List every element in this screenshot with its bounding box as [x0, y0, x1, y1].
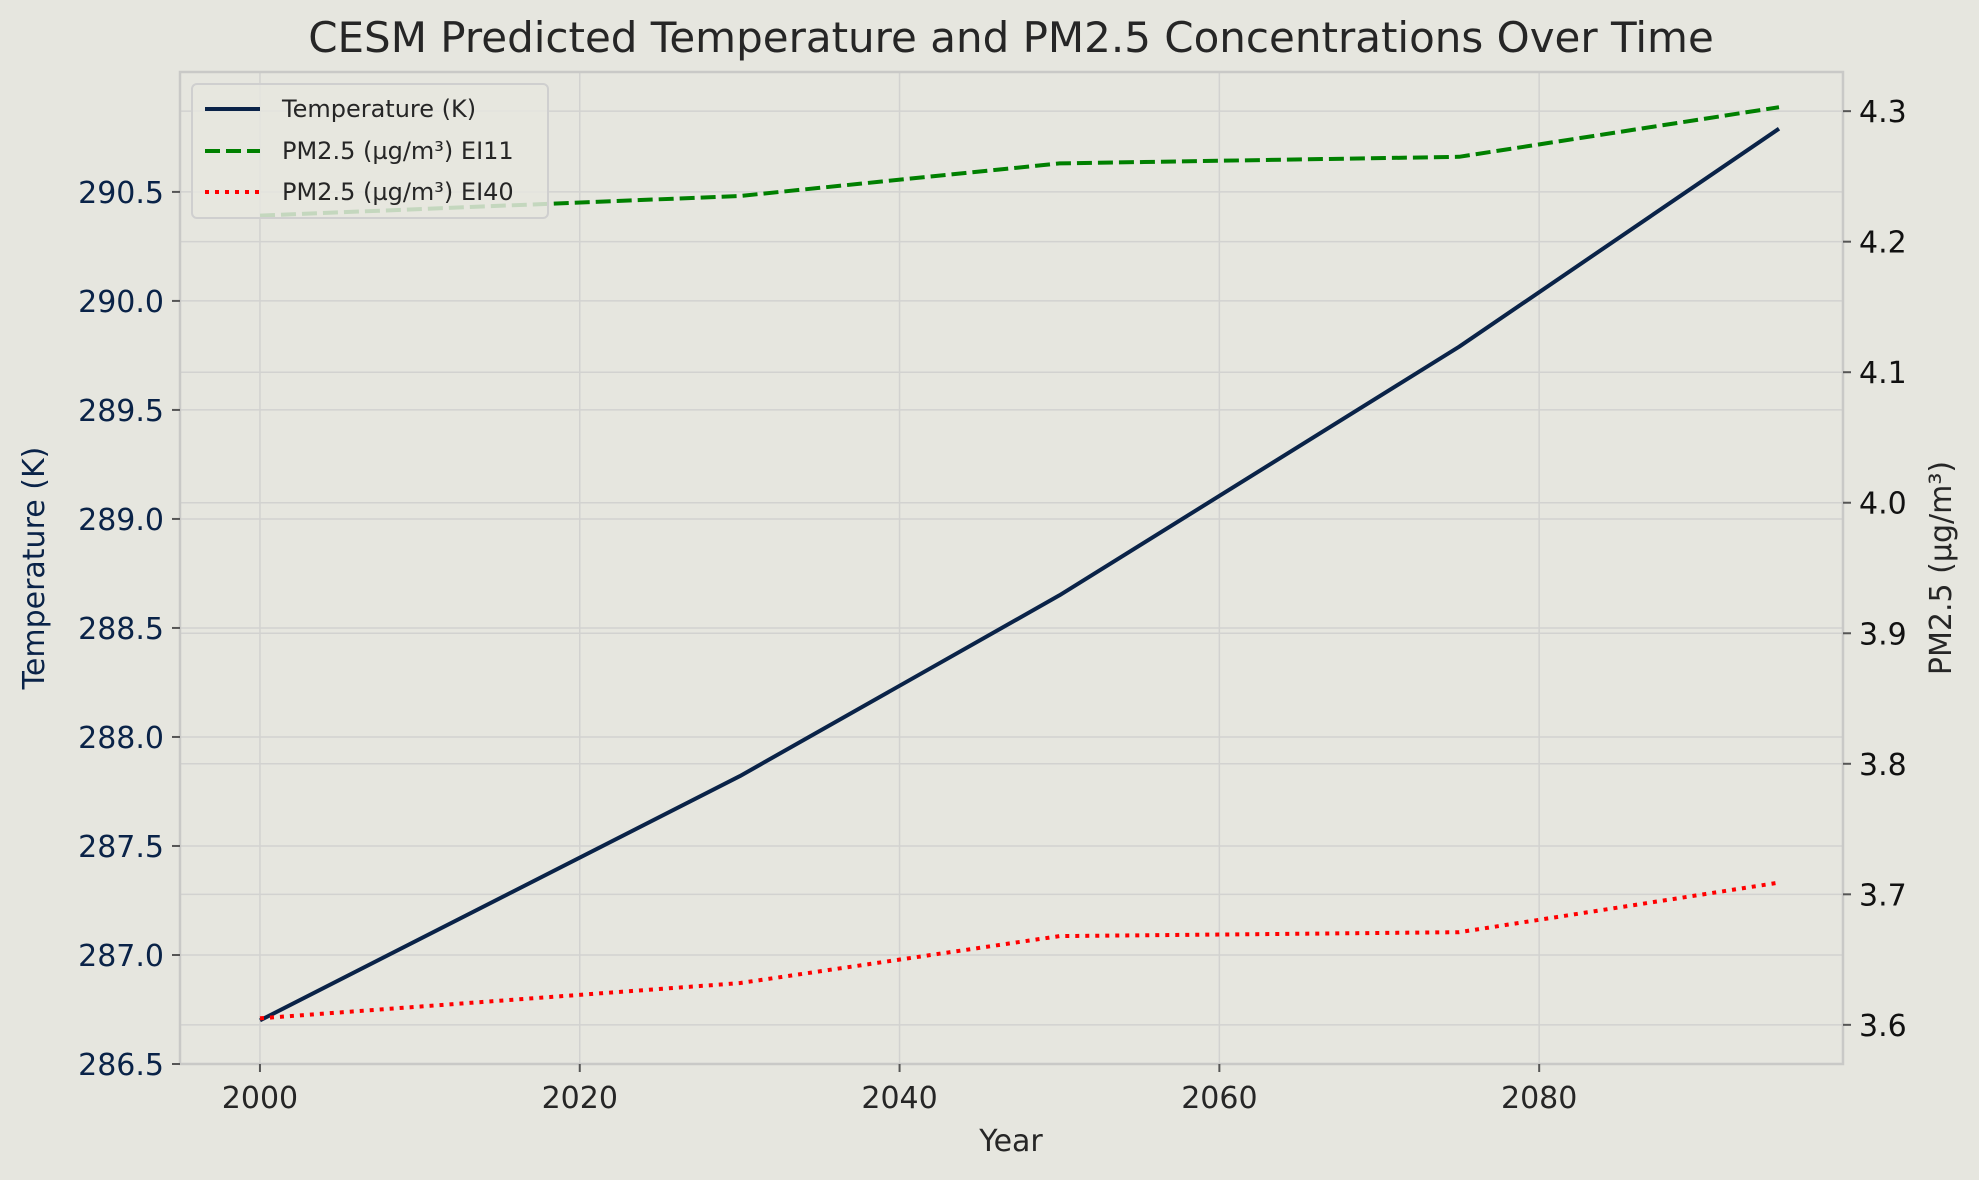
right-y-tick-label: 4.0 — [1859, 487, 1907, 522]
left-y-tick-label: 290.0 — [78, 285, 164, 320]
chart-title: CESM Predicted Temperature and PM2.5 Con… — [308, 13, 1714, 62]
series-line-1 — [259, 105, 1780, 218]
left-y-tick-label: 289.5 — [78, 394, 164, 429]
right-y-tick-label: 3.8 — [1859, 748, 1907, 783]
series — [259, 105, 1781, 1023]
tick-labels: 2000 2020 2040 2060 2080 286.5 287.0 287.5 288.0… — [78, 95, 1907, 1116]
legend-label-temperature: Temperature (K) — [281, 95, 476, 123]
left-y-axis-label: Temperature (K) — [17, 447, 52, 691]
legend-label-pm25-ei40: PM2.5 (µg/m³) EI40 — [282, 178, 514, 206]
x-tick-label: 2020 — [542, 1081, 618, 1116]
left-y-tick-label: 290.5 — [78, 176, 164, 211]
series-line-0 — [259, 127, 1781, 1023]
x-tick-label: 2060 — [1181, 1081, 1257, 1116]
x-tick-label: 2000 — [222, 1081, 298, 1116]
plot-area-frame — [178, 70, 1845, 1066]
right-y-tick-label: 4.1 — [1859, 356, 1907, 391]
axes — [178, 70, 1845, 1066]
legend-frame — [191, 83, 549, 219]
left-y-tick-label: 286.5 — [78, 1048, 164, 1083]
right-y-tick-label: 3.7 — [1859, 878, 1907, 913]
x-tick-label: 2040 — [861, 1081, 937, 1116]
series-line-2 — [259, 880, 1780, 1021]
right-y-axis-label: PM2.5 (µg/m³) — [1924, 461, 1959, 675]
right-y-tick-label: 3.9 — [1859, 617, 1907, 652]
right-y-tick-label: 4.2 — [1859, 226, 1907, 261]
x-tick-label: 2080 — [1501, 1081, 1577, 1116]
left-y-tick-label: 288.0 — [78, 721, 164, 756]
x-axis-label: Year — [978, 1124, 1043, 1159]
legend: Temperature (K) PM2.5 (µg/m³) EI11 PM2.5… — [191, 83, 549, 219]
left-y-tick-label: 288.5 — [78, 612, 164, 647]
left-y-tick-label: 287.0 — [78, 939, 164, 974]
right-y-tick-label: 4.3 — [1859, 95, 1907, 130]
left-y-tick-label: 287.5 — [78, 830, 164, 865]
right-y-tick-label: 3.6 — [1859, 1009, 1907, 1044]
legend-label-pm25-ei11: PM2.5 (µg/m³) EI11 — [282, 137, 514, 165]
grid — [180, 72, 1843, 1065]
left-y-tick-label: 289.0 — [78, 503, 164, 538]
